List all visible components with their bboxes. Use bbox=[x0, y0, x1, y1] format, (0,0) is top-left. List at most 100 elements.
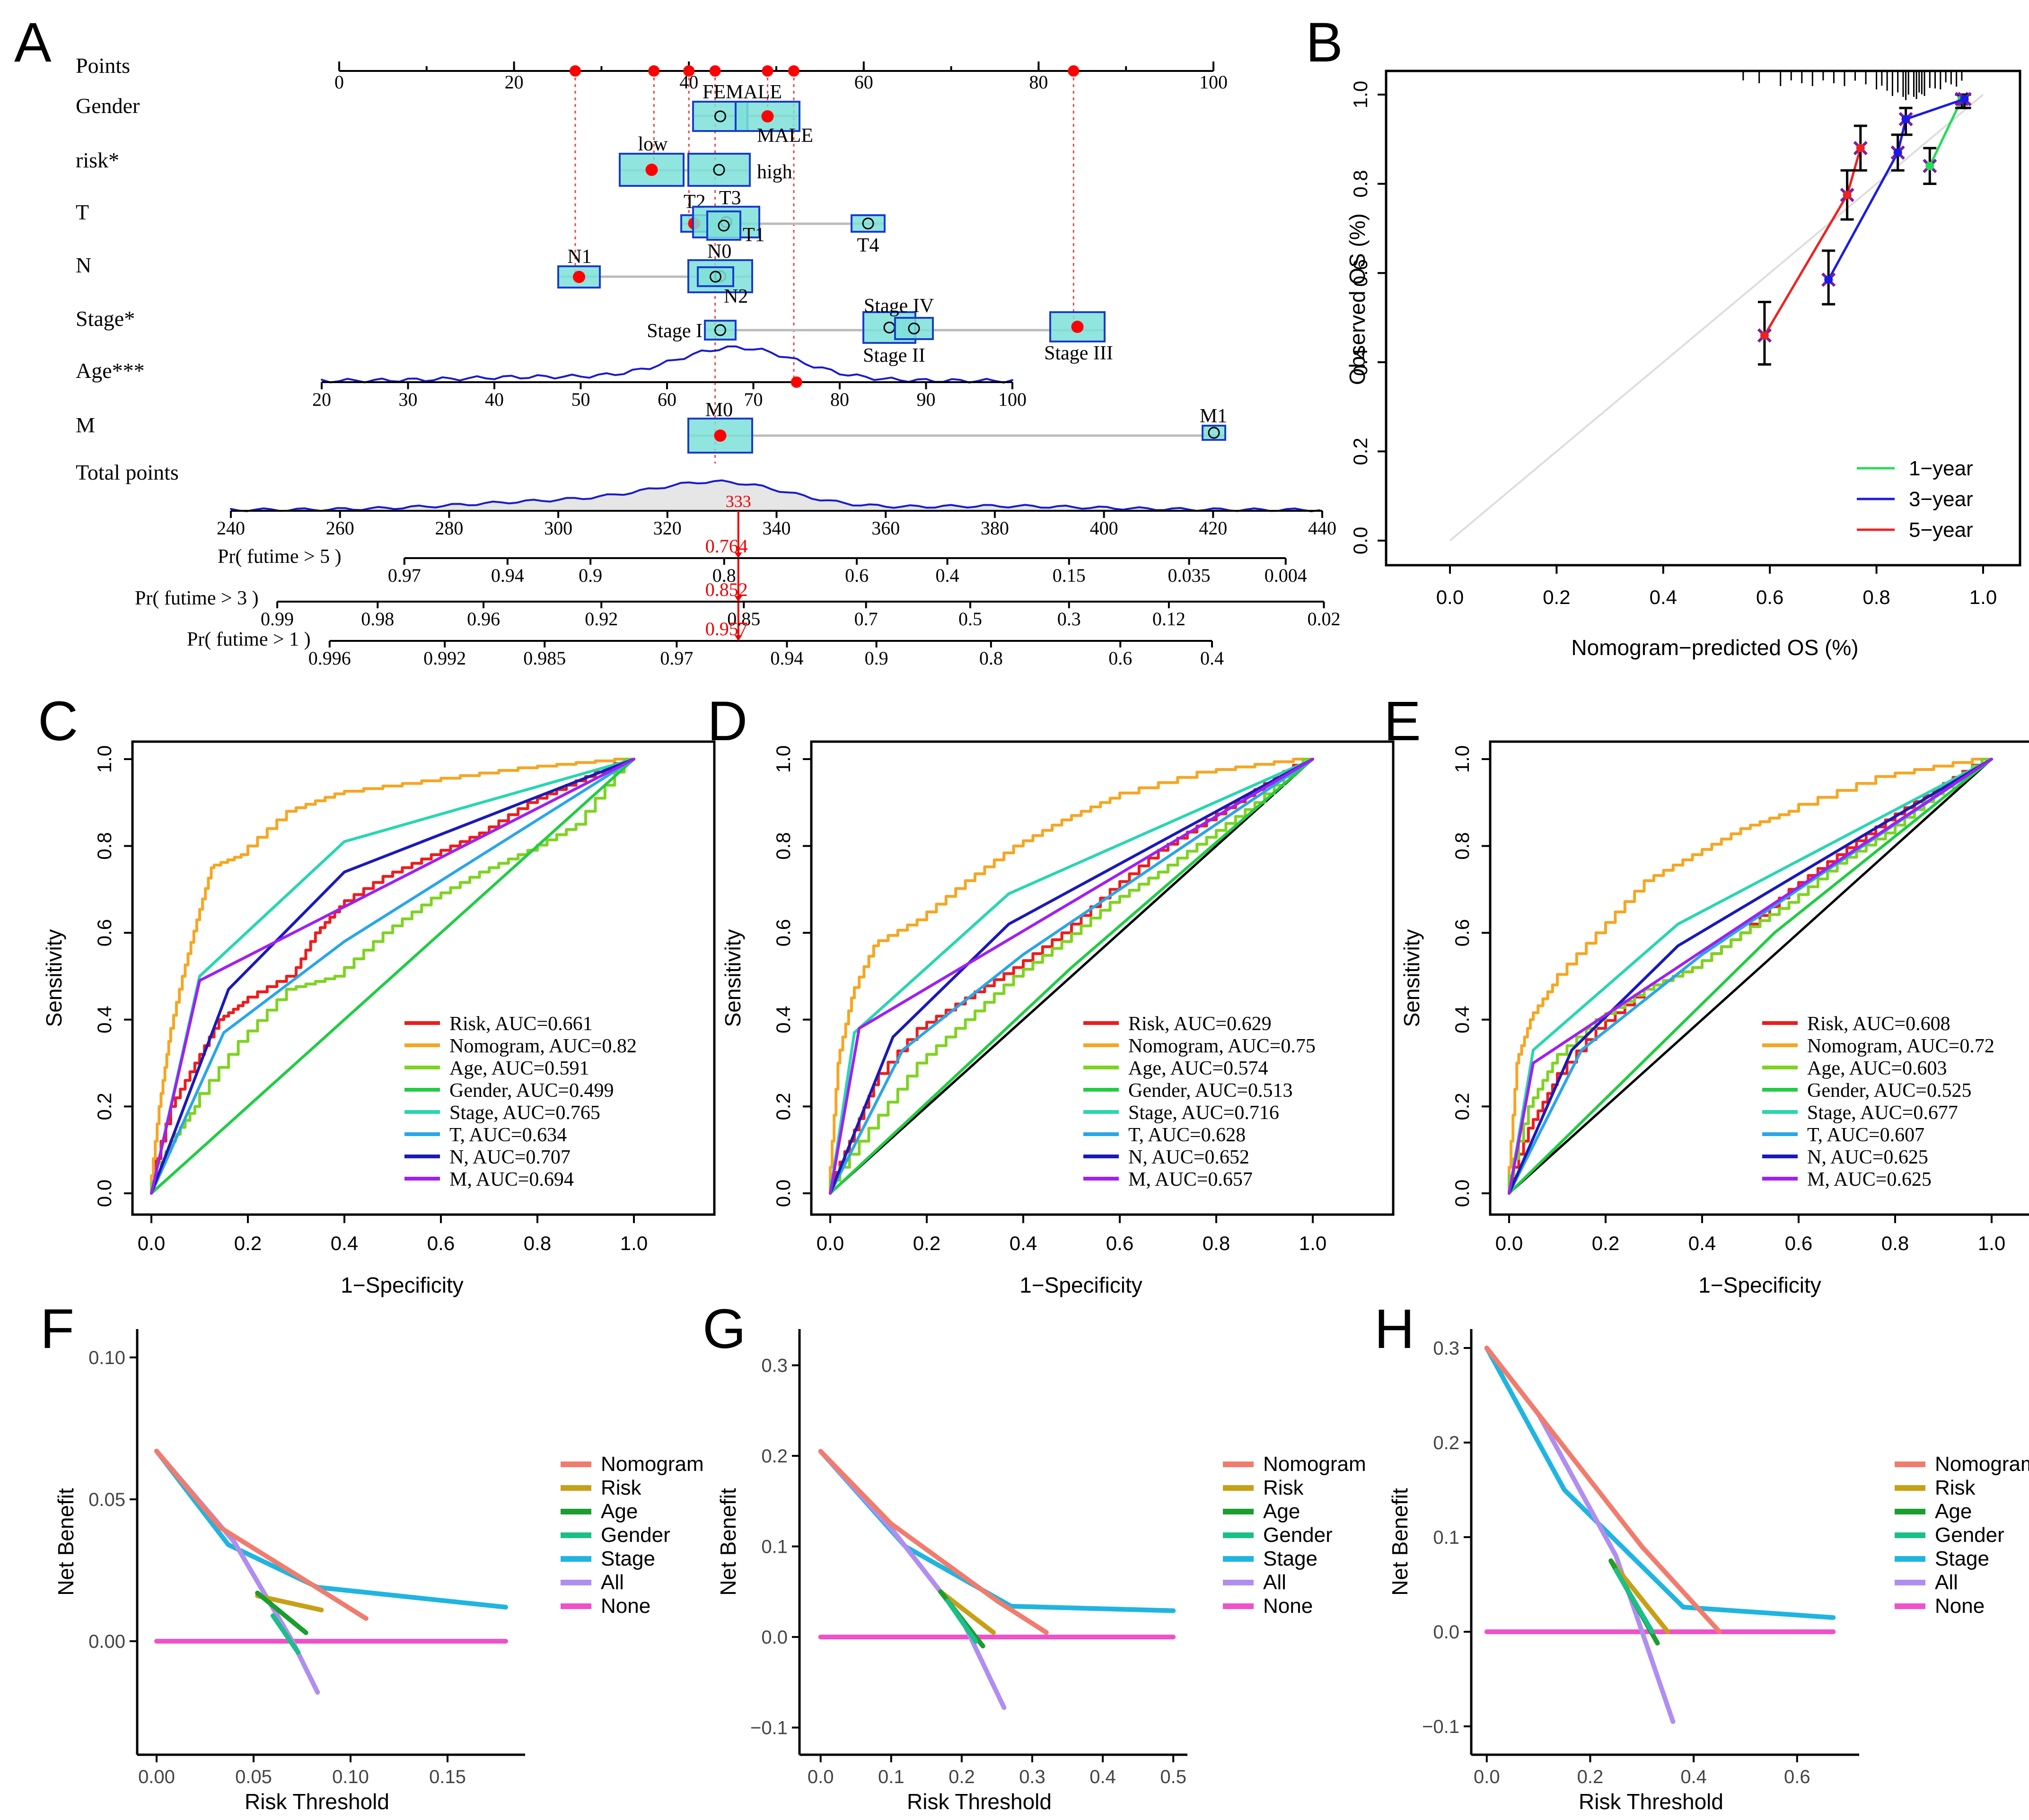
probability-tick-label: 0.12 bbox=[1152, 608, 1186, 630]
level-label: N2 bbox=[724, 286, 748, 307]
probability-tick-label: 0.6 bbox=[1108, 648, 1132, 669]
dca-legend-label: All bbox=[1935, 1571, 1958, 1594]
dca-y-tick-label: 0.3 bbox=[1433, 1338, 1459, 1359]
calibration-point bbox=[1957, 92, 1972, 106]
roc-legend-label: Age, AUC=0.574 bbox=[1128, 1058, 1268, 1079]
calibration-frame bbox=[1385, 70, 2021, 567]
points-tick-label: 0 bbox=[334, 71, 344, 93]
roc-curve bbox=[1508, 758, 1993, 1195]
roc-curve bbox=[150, 758, 635, 1195]
roc-x-tick-label: 1.0 bbox=[1978, 1232, 2005, 1254]
level-label: T3 bbox=[719, 187, 741, 209]
roc-x-tick-label: 0.2 bbox=[234, 1232, 262, 1254]
calibration-legend-label: 3−year bbox=[1909, 488, 1973, 511]
calibration-point bbox=[1898, 112, 1913, 126]
roc-legend-label: Nomogram, AUC=0.72 bbox=[1807, 1035, 1994, 1057]
calibration-y-axis-label: Observed OS (%) bbox=[1345, 213, 1370, 385]
roc-y-tick-label: 0.4 bbox=[93, 1006, 115, 1033]
calibration-y-tick-label: 0.6 bbox=[1349, 259, 1371, 287]
roc-curve bbox=[829, 758, 1314, 1195]
dca-x-axis-label: Risk Threshold bbox=[1579, 1789, 1723, 1814]
calibration-y-tick-label: 0.2 bbox=[1349, 438, 1371, 465]
roc-legend-label: Age, AUC=0.603 bbox=[1807, 1058, 1947, 1079]
roc-y-tick-label: 1.0 bbox=[93, 745, 115, 773]
roc-x-axis-label: 1−Specificity bbox=[1019, 1273, 1142, 1297]
roc-y-tick-label: 0.0 bbox=[93, 1180, 115, 1207]
dca-curve bbox=[938, 1589, 996, 1635]
roc-legend-label: N, AUC=0.625 bbox=[1807, 1146, 1928, 1168]
total-points-selected-label: 333 bbox=[726, 492, 751, 511]
probability-tick-label: 0.992 bbox=[423, 648, 466, 669]
roc-curve bbox=[150, 758, 635, 1195]
probability-tick-label: 0.8 bbox=[979, 648, 1003, 669]
panel-letter-B: B bbox=[1306, 11, 1343, 74]
level-label: Stage IV bbox=[864, 295, 934, 317]
panel-letter-F: F bbox=[40, 1298, 74, 1360]
roc-legend-label: Stage, AUC=0.716 bbox=[1128, 1102, 1279, 1124]
roc-curve bbox=[829, 758, 1314, 1195]
roc-y-tick-label: 0.4 bbox=[1451, 1006, 1473, 1033]
dca-y-tick-label: −0.1 bbox=[750, 1718, 788, 1739]
roc-curve bbox=[829, 758, 1314, 1195]
total-points-tick-label: 440 bbox=[1308, 517, 1336, 539]
age-selected-dot bbox=[791, 376, 802, 388]
points-tick-label: 80 bbox=[1029, 71, 1048, 93]
nomogram-row-label: M bbox=[76, 413, 95, 437]
roc-frame bbox=[810, 740, 1395, 1216]
roc-legend-label: Nomogram, AUC=0.82 bbox=[449, 1035, 637, 1057]
nomogram-row-label: risk* bbox=[76, 148, 119, 172]
roc-legend-label: Age, AUC=0.591 bbox=[449, 1058, 589, 1079]
roc-curve bbox=[150, 758, 635, 1195]
roc-x-tick-label: 1.0 bbox=[1299, 1232, 1326, 1254]
dca-y-tick-label: 0.3 bbox=[761, 1356, 788, 1376]
probability-tick-label: 0.15 bbox=[1053, 565, 1086, 586]
level-box-high bbox=[687, 153, 751, 187]
roc-legend-label: Gender, AUC=0.513 bbox=[1128, 1080, 1292, 1102]
panel-letter-C: C bbox=[38, 690, 78, 752]
age-tick-label: 70 bbox=[744, 389, 763, 410]
roc-curve bbox=[829, 758, 1314, 1195]
dca-legend-label: Stage bbox=[1935, 1547, 1989, 1570]
calibration-legend-label: 1−year bbox=[1909, 457, 1973, 480]
probability-tick-label: 0.99 bbox=[261, 608, 294, 630]
roc-x-tick-label: 0.0 bbox=[138, 1232, 165, 1254]
dca-y-tick-label: 0.1 bbox=[761, 1537, 788, 1558]
dca-legend-label: Age bbox=[601, 1500, 638, 1523]
probability-axis-label: Pr( futime > 5 ) bbox=[218, 546, 342, 568]
calibration-point bbox=[1821, 272, 1836, 287]
age-tick-label: 30 bbox=[399, 389, 418, 410]
dca-x-tick-label: 0.4 bbox=[1680, 1767, 1707, 1787]
roc-legend-label: Risk, AUC=0.661 bbox=[449, 1013, 593, 1035]
roc-curve bbox=[1508, 758, 1993, 1195]
total-points-tick-label: 300 bbox=[544, 517, 572, 539]
level-box-t1 bbox=[706, 210, 741, 241]
roc-x-tick-label: 0.2 bbox=[1592, 1232, 1619, 1254]
age-tick-label: 80 bbox=[830, 389, 849, 410]
calibration-reference-diagonal bbox=[1449, 94, 1984, 542]
roc-x-tick-label: 0.8 bbox=[1203, 1232, 1230, 1254]
level-label: Stage III bbox=[1044, 342, 1113, 364]
total-points-tick-label: 280 bbox=[435, 517, 463, 539]
level-label: N0 bbox=[707, 241, 731, 262]
level-box-stage-i bbox=[704, 320, 737, 341]
dca-curve bbox=[1614, 1568, 1655, 1634]
probability-tick-label: 0.985 bbox=[523, 648, 566, 669]
roc-y-tick-label: 1.0 bbox=[1451, 745, 1473, 773]
roc-y-tick-label: 0.6 bbox=[772, 919, 794, 946]
calibration-y-tick-label: 1.0 bbox=[1349, 81, 1371, 108]
dca-x-tick-label: 0.0 bbox=[1474, 1767, 1500, 1787]
calibration-point bbox=[1890, 145, 1905, 160]
roc-curve bbox=[1508, 758, 1993, 1195]
dca-legend-label: Stage bbox=[1263, 1547, 1318, 1570]
age-tick-label: 100 bbox=[998, 389, 1027, 410]
dca-x-tick-label: 0.10 bbox=[332, 1767, 369, 1787]
roc-curve bbox=[150, 758, 635, 1195]
roc-legend-label: M, AUC=0.625 bbox=[1807, 1169, 1932, 1190]
dca-legend-label: Nomogram bbox=[601, 1452, 704, 1476]
roc-y-axis-label: Sensitivity bbox=[42, 929, 66, 1027]
dca-curve bbox=[945, 1598, 978, 1644]
nomogram-row-label: Gender bbox=[76, 94, 140, 118]
roc-curve bbox=[829, 758, 1314, 1195]
probability-tick-label: 0.94 bbox=[491, 565, 524, 586]
roc-legend-label: N, AUC=0.707 bbox=[449, 1146, 571, 1168]
